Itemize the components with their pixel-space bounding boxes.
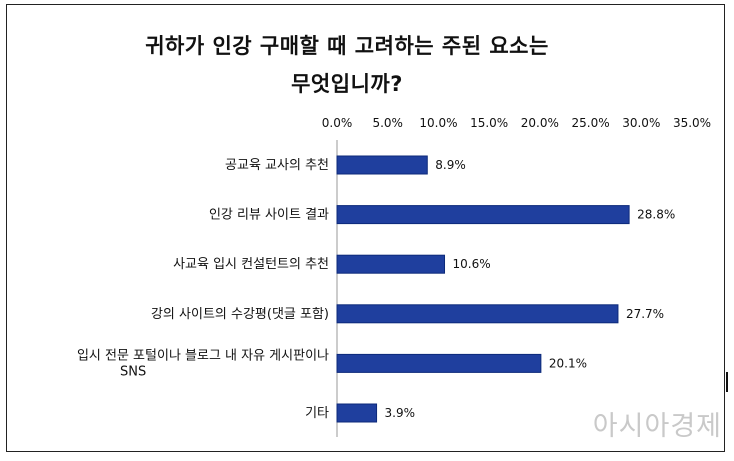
edge-divider bbox=[726, 372, 728, 392]
x-tick-label: 15.0% bbox=[470, 116, 508, 130]
watermark-logo: 아시아경제 bbox=[592, 411, 722, 442]
data-label: 8.9% bbox=[435, 158, 466, 172]
chart-frame bbox=[6, 4, 725, 452]
bar bbox=[336, 304, 619, 324]
x-tick-label: 30.0% bbox=[622, 116, 660, 130]
x-tick-label: 0.0% bbox=[322, 116, 353, 130]
category-label: 공교육 교사의 추천 bbox=[225, 158, 329, 173]
category-label: 입시 전문 포털이나 블로그 내 자유 게시판이나 bbox=[77, 348, 329, 363]
data-label: 28.8% bbox=[637, 208, 675, 222]
category-label: 강의 사이트의 수강평(댓글 포함) bbox=[151, 307, 329, 322]
x-tick-label: 25.0% bbox=[572, 116, 610, 130]
category-label: 인강 리뷰 사이트 결과 bbox=[209, 208, 329, 223]
data-label: 27.7% bbox=[626, 307, 664, 321]
category-label: SNS bbox=[120, 364, 146, 379]
bar bbox=[336, 254, 446, 274]
x-tick-label: 10.0% bbox=[419, 116, 457, 130]
bar bbox=[336, 205, 630, 225]
chart-title-line-2: 무엇입니까? bbox=[291, 72, 403, 96]
data-label: 3.9% bbox=[385, 406, 416, 420]
bar bbox=[336, 403, 378, 423]
data-label: 10.6% bbox=[453, 257, 491, 271]
category-label: 기타 bbox=[305, 406, 329, 421]
data-label: 20.1% bbox=[549, 356, 587, 370]
chart-title-line-1: 귀하가 인강 구매할 때 고려하는 주된 요소는 bbox=[145, 34, 549, 58]
bar bbox=[336, 155, 428, 175]
category-label: 사교육 입시 컨설턴트의 추천 bbox=[173, 257, 329, 272]
bar bbox=[336, 353, 542, 373]
x-tick-label: 35.0% bbox=[673, 116, 711, 130]
x-tick-label: 5.0% bbox=[372, 116, 403, 130]
x-tick-label: 20.0% bbox=[521, 116, 559, 130]
